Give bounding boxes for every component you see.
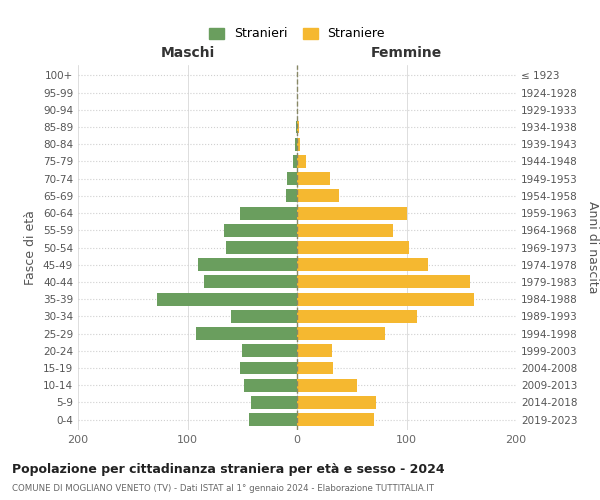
Bar [296, 120, 297, 134]
Bar [293, 155, 297, 168]
Bar [286, 190, 297, 202]
Bar [297, 241, 409, 254]
Bar [297, 224, 394, 236]
Text: Maschi: Maschi [160, 46, 215, 60]
Bar [297, 276, 470, 288]
Text: COMUNE DI MOGLIANO VENETO (TV) - Dati ISTAT al 1° gennaio 2024 - Elaborazione TU: COMUNE DI MOGLIANO VENETO (TV) - Dati IS… [12, 484, 434, 493]
Bar [295, 138, 297, 150]
Legend: Stranieri, Straniere: Stranieri, Straniere [209, 28, 385, 40]
Bar [297, 206, 407, 220]
Bar [196, 327, 297, 340]
Bar [297, 120, 299, 134]
Bar [157, 292, 297, 306]
Text: Femmine: Femmine [371, 46, 442, 60]
Bar [244, 379, 297, 392]
Bar [297, 379, 357, 392]
Bar [297, 396, 376, 409]
Bar [287, 172, 297, 185]
Bar [297, 155, 306, 168]
Bar [297, 344, 332, 358]
Bar [297, 327, 385, 340]
Y-axis label: Anni di nascita: Anni di nascita [586, 201, 599, 294]
Bar [249, 413, 297, 426]
Y-axis label: Fasce di età: Fasce di età [25, 210, 37, 285]
Bar [240, 206, 297, 220]
Text: Popolazione per cittadinanza straniera per età e sesso - 2024: Popolazione per cittadinanza straniera p… [12, 462, 445, 475]
Bar [297, 138, 300, 150]
Bar [242, 344, 297, 358]
Bar [297, 310, 418, 323]
Bar [204, 276, 297, 288]
Bar [297, 258, 428, 271]
Bar [297, 292, 475, 306]
Bar [226, 241, 297, 254]
Bar [240, 362, 297, 374]
Bar [297, 172, 330, 185]
Bar [251, 396, 297, 409]
Bar [224, 224, 297, 236]
Bar [297, 362, 333, 374]
Bar [297, 413, 374, 426]
Bar [199, 258, 297, 271]
Bar [232, 310, 297, 323]
Bar [297, 190, 338, 202]
